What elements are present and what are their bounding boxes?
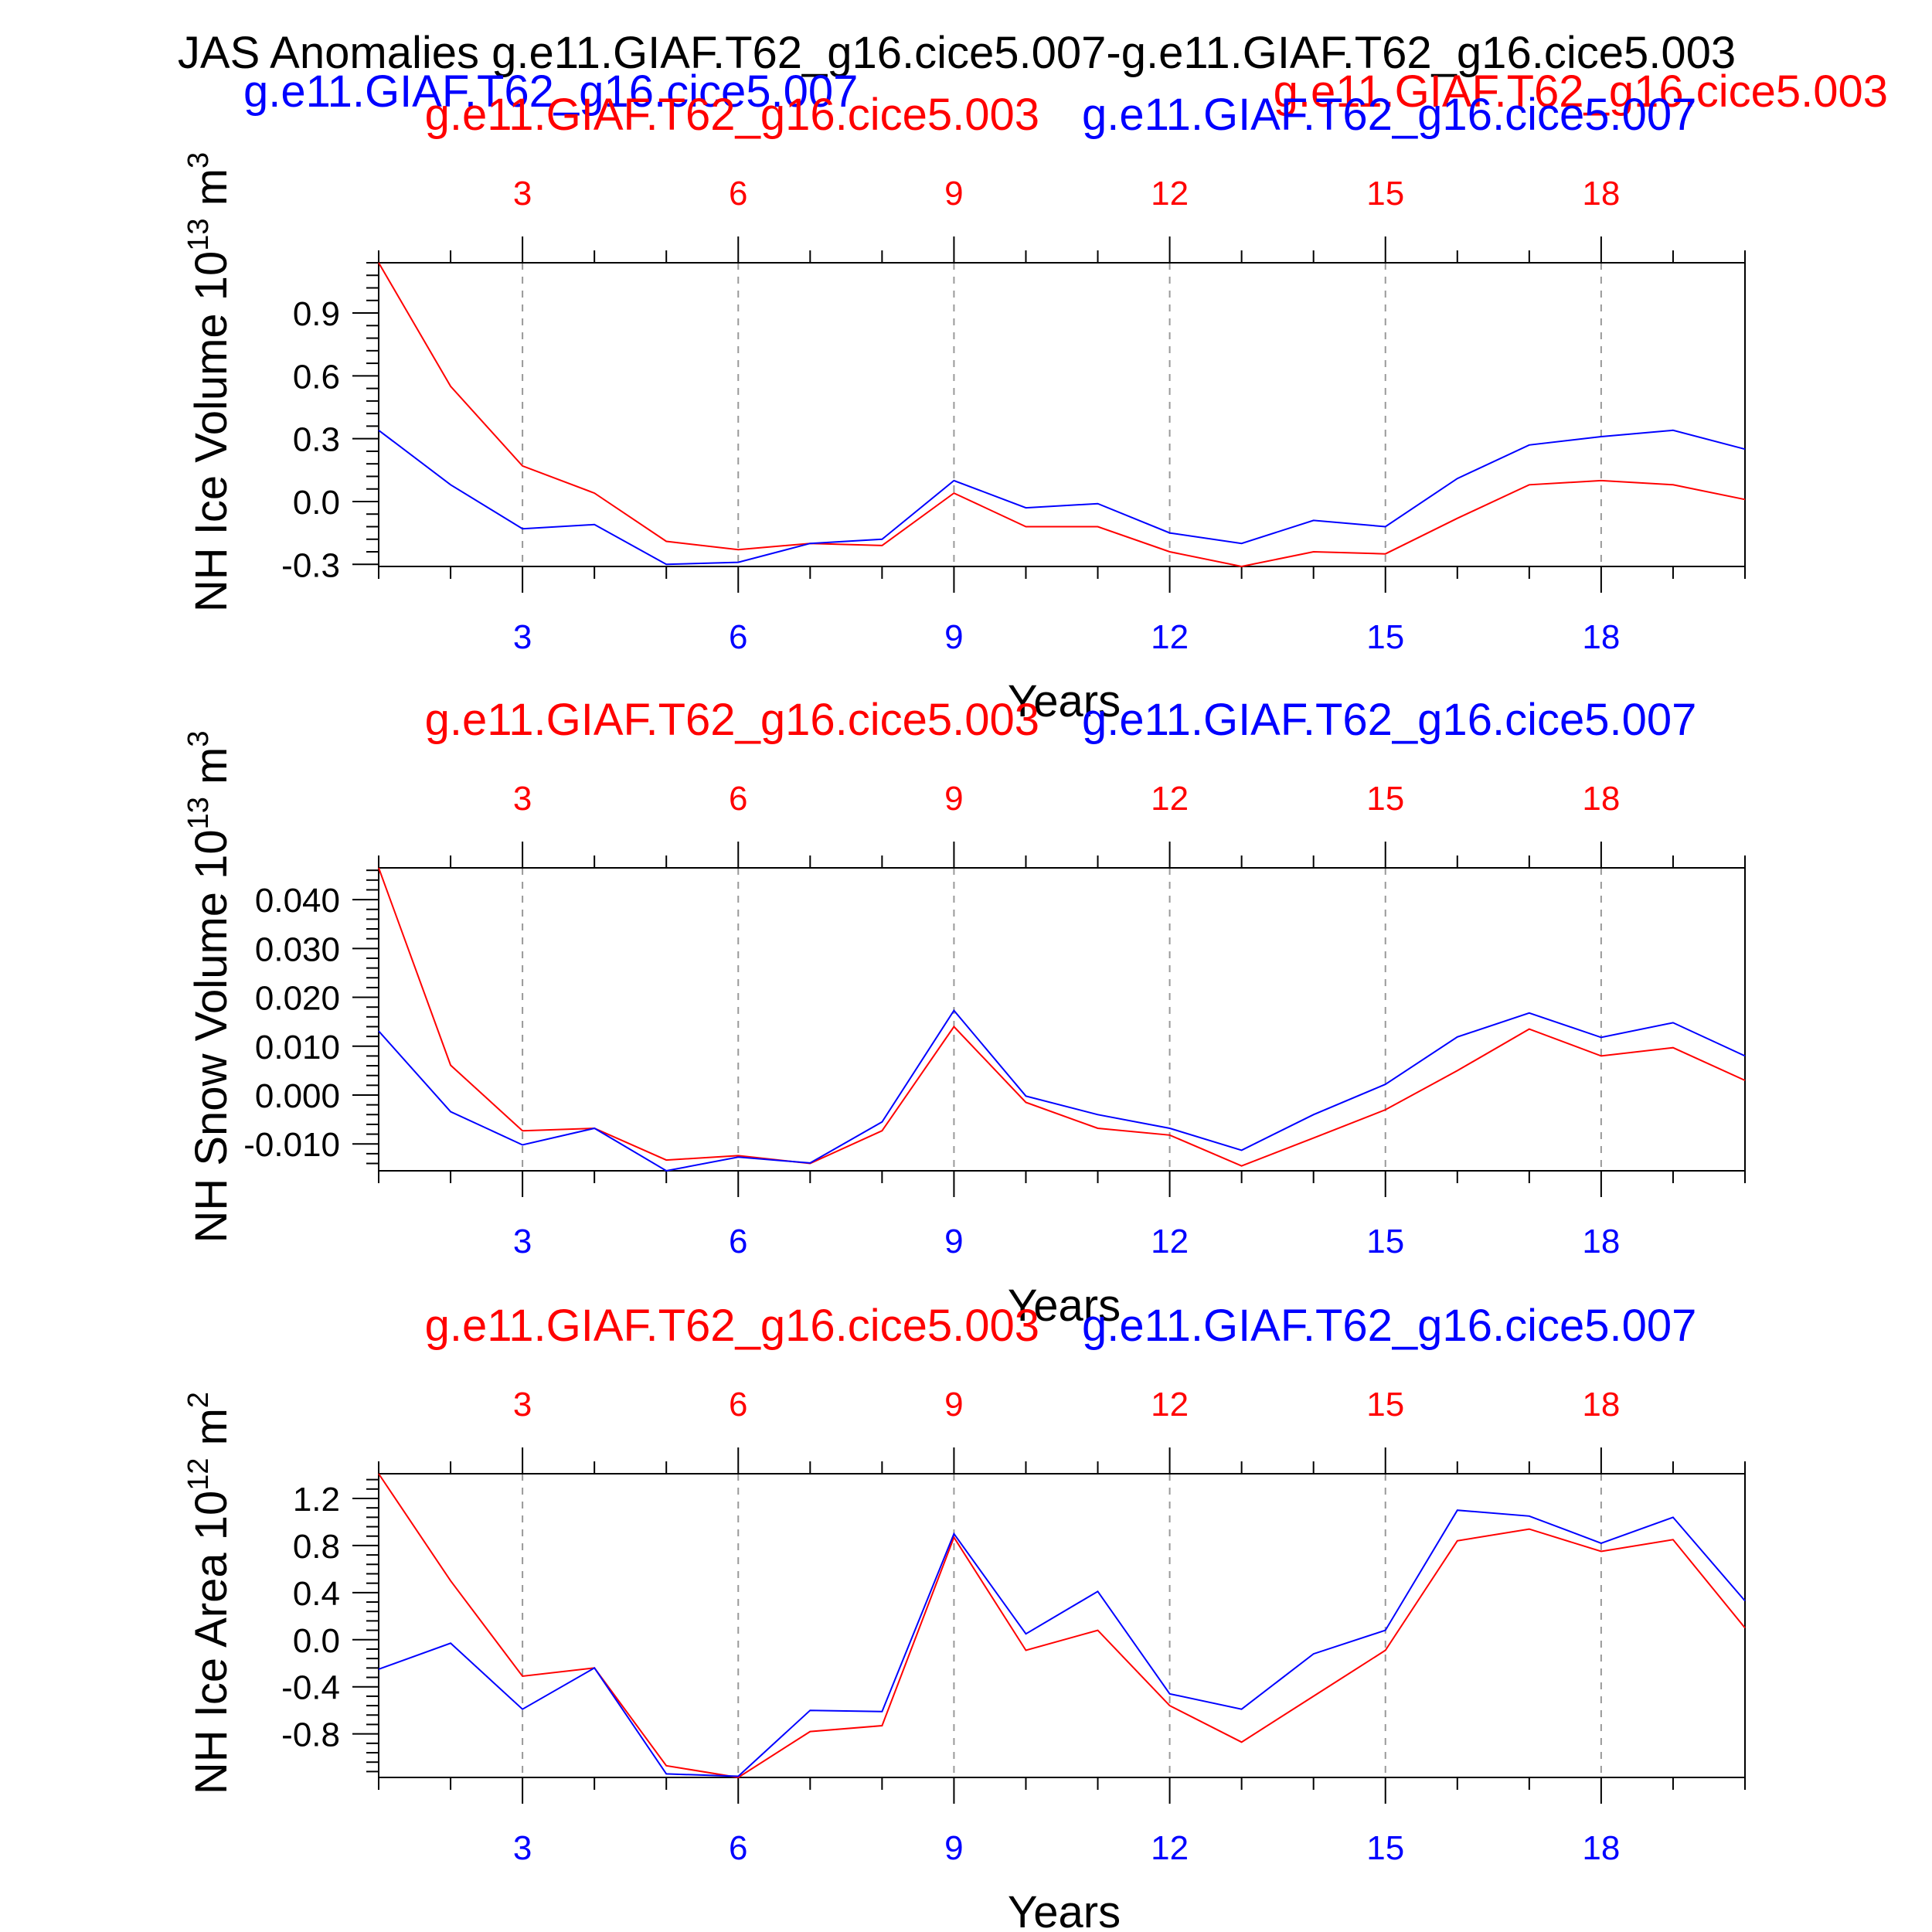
panel-nh-ice-area: g.e11.GIAF.T62_g16.cice5.003 g.e11.GIAF.T…: [182, 1301, 1746, 1932]
x-top-tick-label: 3: [513, 175, 532, 213]
y-tick-label: 0.3: [293, 421, 340, 459]
series-line-cice5-007: [378, 429, 1746, 566]
y-tick-label: 0.010: [255, 1029, 340, 1066]
x-top-tick-label: 15: [1366, 780, 1404, 818]
y-tick-label: 0.0: [293, 1622, 340, 1660]
panel-legend-right: g.e11.GIAF.T62_g16.cice5.007: [1082, 90, 1696, 140]
panel-nh-ice-volume: g.e11.GIAF.T62_g16.cice5.003 g.e11.GIAF.T…: [182, 90, 1746, 726]
y-axis-label: NH Ice Area 1012 m2: [182, 1392, 236, 1794]
x-bottom-tick-label: 12: [1151, 618, 1189, 656]
series-line-cice5-003: [378, 1473, 1746, 1779]
y-tick-label: -0.4: [281, 1669, 340, 1707]
y-tick-label: -0.010: [243, 1126, 340, 1164]
x-bottom-tick-label: 18: [1582, 618, 1620, 656]
y-tick-label: 0.000: [255, 1077, 340, 1115]
y-tick-label: 0.6: [293, 358, 340, 396]
x-bottom-tick-label: 15: [1366, 1829, 1404, 1867]
x-bottom-tick-label: 9: [944, 1829, 963, 1867]
series-line-cice5-003: [378, 262, 1746, 568]
y-tick-label: 0.030: [255, 930, 340, 968]
y-tick-label: 1.2: [293, 1481, 340, 1519]
x-top-tick-label: 12: [1151, 175, 1189, 213]
top-legend-right: g.e11.GIAF.T62_g16.cice5.003: [1274, 66, 1888, 117]
panel-nh-snow-volume: g.e11.GIAF.T62_g16.cice5.003 g.e11.GIAF.T…: [182, 695, 1746, 1331]
x-top-tick-label: 3: [513, 780, 532, 818]
y-tick-label: 0.0: [293, 484, 340, 522]
y-tick-label: 0.040: [255, 882, 340, 920]
x-axis-label: Years: [1008, 1887, 1121, 1932]
x-bottom-tick-label: 6: [729, 1223, 747, 1260]
x-top-tick-label: 18: [1582, 175, 1620, 213]
x-top-tick-label: 9: [944, 780, 963, 818]
plot-frame: [378, 867, 1746, 1172]
panel-legend-left: g.e11.GIAF.T62_g16.cice5.003: [425, 695, 1039, 745]
x-axis-label: Years: [1008, 1281, 1121, 1331]
x-bottom-tick-label: 15: [1366, 1223, 1404, 1260]
x-bottom-tick-label: 3: [513, 618, 532, 656]
x-bottom-tick-label: 3: [513, 1223, 532, 1260]
x-top-tick-label: 18: [1582, 780, 1620, 818]
panel-legend-left: g.e11.GIAF.T62_g16.cice5.003: [425, 1301, 1039, 1351]
plot-frame: [378, 262, 1746, 567]
series-line-cice5-003: [378, 867, 1746, 1167]
y-tick-label: 0.4: [293, 1575, 340, 1613]
y-tick-label: 0.020: [255, 980, 340, 1018]
x-bottom-tick-label: 6: [729, 618, 747, 656]
x-top-tick-label: 18: [1582, 1386, 1620, 1423]
x-bottom-tick-label: 15: [1366, 618, 1404, 656]
x-top-tick-label: 9: [944, 1386, 963, 1423]
x-top-tick-label: 6: [729, 175, 747, 213]
x-bottom-tick-label: 9: [944, 618, 963, 656]
x-bottom-tick-label: 9: [944, 1223, 963, 1260]
x-top-tick-label: 6: [729, 780, 747, 818]
plot-frame: [378, 1473, 1746, 1778]
series-line-cice5-007: [378, 1509, 1746, 1777]
x-bottom-tick-label: 12: [1151, 1829, 1189, 1867]
x-top-tick-label: 12: [1151, 1386, 1189, 1423]
x-axis-label: Years: [1008, 676, 1121, 726]
y-tick-label: 0.8: [293, 1528, 340, 1566]
y-tick-label: -0.3: [281, 546, 340, 584]
figure-title: JAS Anomalies g.e11.GIAF.T62_g16.cice5.0…: [178, 28, 1736, 78]
panel-legend-right: g.e11.GIAF.T62_g16.cice5.007: [1082, 1301, 1696, 1351]
top-legend-left: g.e11.GIAF.T62_g16.cice5.007: [243, 66, 858, 117]
x-top-tick-label: 15: [1366, 1386, 1404, 1423]
x-bottom-tick-label: 12: [1151, 1223, 1189, 1260]
x-top-tick-label: 6: [729, 1386, 747, 1423]
y-tick-label: -0.8: [281, 1716, 340, 1754]
series-line-cice5-007: [378, 1009, 1746, 1172]
x-bottom-tick-label: 3: [513, 1829, 532, 1867]
y-tick-label: 0.9: [293, 295, 340, 333]
y-axis-label: NH Snow Volume 1013 m3: [182, 730, 236, 1243]
x-top-tick-label: 15: [1366, 175, 1404, 213]
x-bottom-tick-label: 18: [1582, 1829, 1620, 1867]
x-bottom-tick-label: 18: [1582, 1223, 1620, 1260]
x-top-tick-label: 12: [1151, 780, 1189, 818]
panel-legend-right: g.e11.GIAF.T62_g16.cice5.007: [1082, 695, 1696, 745]
x-bottom-tick-label: 6: [729, 1829, 747, 1867]
panel-legend-left: g.e11.GIAF.T62_g16.cice5.003: [425, 90, 1039, 140]
x-top-tick-label: 3: [513, 1386, 532, 1423]
y-axis-label: NH Ice Volume 1013 m3: [182, 152, 236, 612]
x-top-tick-label: 9: [944, 175, 963, 213]
